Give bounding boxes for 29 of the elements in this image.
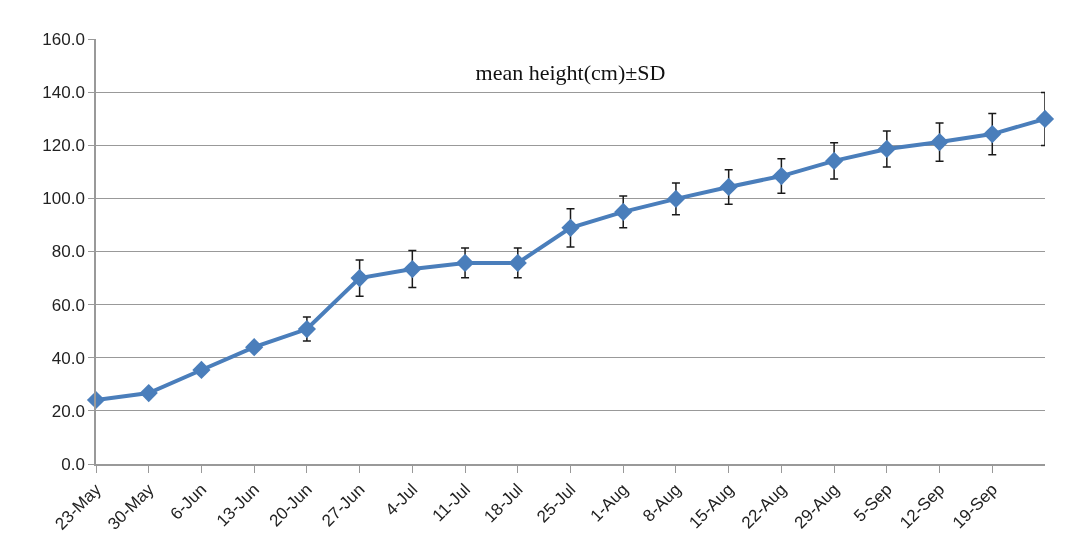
text: mean height(cm)±SD bbox=[475, 59, 666, 85]
point bbox=[614, 202, 633, 222]
point bbox=[139, 383, 158, 403]
point bbox=[825, 151, 844, 171]
y-tick-label: 160.0 bbox=[42, 29, 85, 49]
y-tick-label: 80.0 bbox=[51, 242, 85, 262]
point bbox=[245, 338, 264, 357]
point bbox=[350, 268, 369, 288]
point bbox=[297, 319, 316, 339]
point bbox=[1035, 109, 1055, 129]
y-tick-label: 0.0 bbox=[61, 454, 85, 474]
point bbox=[403, 259, 422, 279]
point bbox=[508, 253, 527, 273]
point bbox=[719, 177, 738, 197]
point bbox=[983, 124, 1002, 144]
point bbox=[666, 189, 686, 209]
point bbox=[192, 360, 211, 380]
point bbox=[561, 218, 580, 237]
y-tick-label: 60.0 bbox=[51, 295, 85, 315]
point bbox=[86, 390, 106, 410]
y-tick-label: 20.0 bbox=[51, 401, 85, 421]
y-tick-label: 140.0 bbox=[42, 83, 85, 103]
point bbox=[930, 132, 949, 152]
point bbox=[877, 139, 896, 159]
point bbox=[455, 253, 475, 273]
point bbox=[772, 166, 791, 186]
y-tick-label: 40.0 bbox=[51, 348, 85, 368]
y-tick-label: 120.0 bbox=[42, 136, 85, 156]
y-tick-label: 100.0 bbox=[42, 189, 85, 209]
